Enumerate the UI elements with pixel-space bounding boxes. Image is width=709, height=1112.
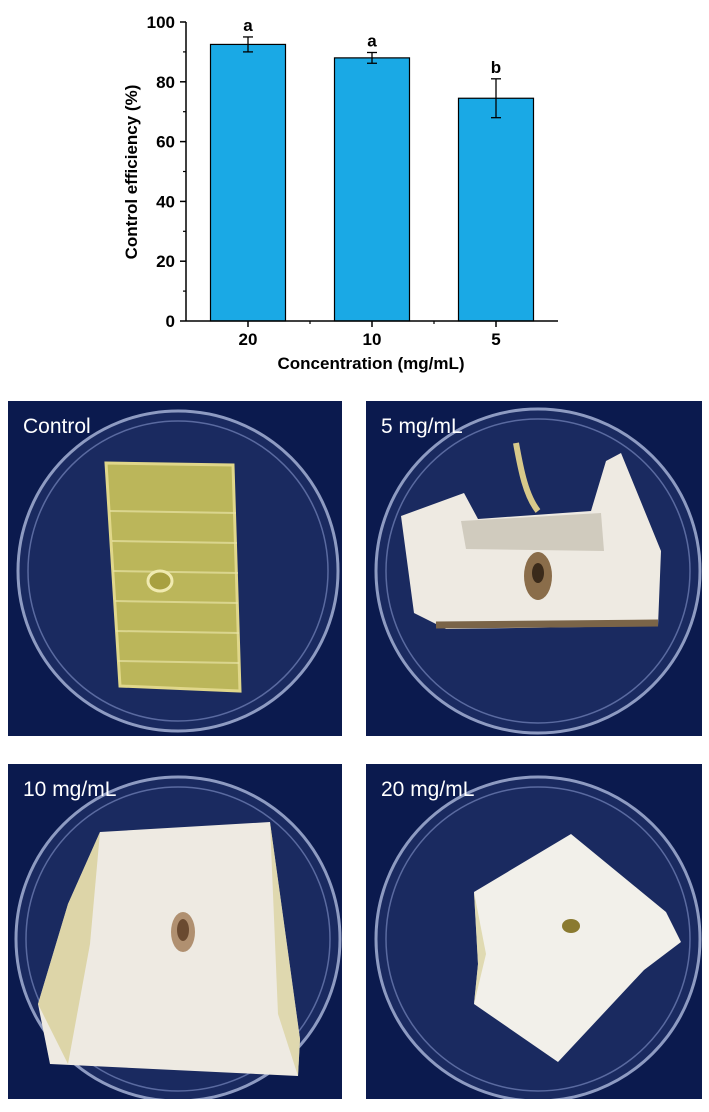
x-tick-label: 20 (239, 330, 258, 349)
y-tick-label: 80 (156, 73, 175, 92)
photo-5mg: 5 mg/mL (366, 401, 702, 736)
y-tick-label: 40 (156, 192, 175, 211)
photo-20mg: 20 mg/mL (366, 764, 702, 1099)
photo-control: Control (8, 401, 342, 736)
bar (209, 43, 287, 322)
photo-label: Control (23, 415, 91, 438)
significance-label: b (491, 58, 501, 77)
y-tick-label: 60 (156, 133, 175, 152)
petri-dish-image (374, 775, 702, 1099)
significance-label: a (367, 31, 377, 50)
petri-dish-image (16, 409, 340, 733)
y-axis: 0 20 40 60 80 100 (147, 13, 187, 331)
petri-dish-image (14, 775, 342, 1099)
bars: a a b (209, 16, 535, 322)
y-tick-label: 100 (147, 13, 175, 32)
x-tick-label: 5 (491, 330, 500, 349)
x-tick-label: 10 (363, 330, 382, 349)
bar-chart: 0 20 40 60 80 100 a a b 20 10 5 Control efficienc… (122, 13, 558, 373)
bar (333, 57, 411, 322)
photo-label: 10 mg/mL (23, 778, 117, 801)
photo-label: 5 mg/mL (381, 415, 463, 438)
bar (457, 97, 535, 322)
x-axis: 20 10 5 (186, 320, 558, 349)
y-tick-label: 20 (156, 252, 175, 271)
y-axis-label: Control efficiency (%) (122, 85, 141, 260)
photo-label: 20 mg/mL (381, 778, 475, 801)
significance-label: a (243, 16, 253, 35)
photo-10mg: 10 mg/mL (8, 764, 342, 1099)
y-tick-label: 0 (166, 312, 175, 331)
x-axis-label: Concentration (mg/mL) (278, 354, 465, 373)
petri-dish-image (374, 407, 702, 735)
